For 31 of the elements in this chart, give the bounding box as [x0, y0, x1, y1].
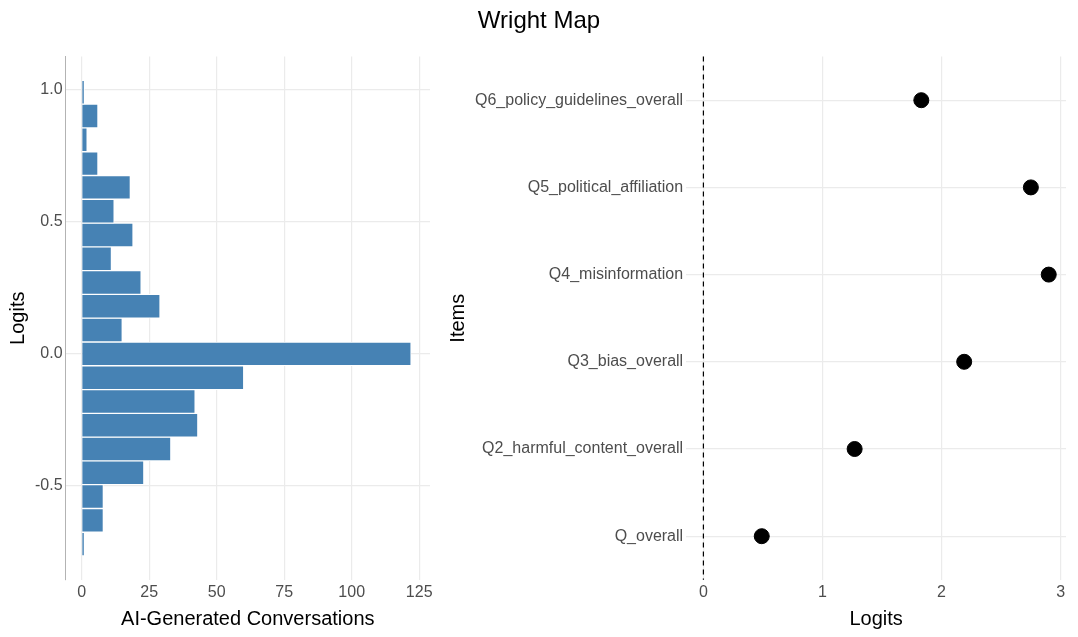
- x-tick-label: 50: [207, 582, 226, 600]
- point: [1022, 179, 1039, 196]
- y-axis-title: Logits: [5, 291, 28, 345]
- y-tick-label: 0.5: [40, 212, 63, 230]
- x-tick-label: 3: [1056, 582, 1066, 600]
- point: [1040, 266, 1057, 283]
- x-tick-label: 2: [937, 582, 947, 600]
- y-tick-label: 1.0: [40, 80, 63, 98]
- y-axis-title: Items: [445, 293, 468, 343]
- chart-title: Wright Map: [476, 6, 602, 34]
- x-axis-title: AI-Generated Conversations: [121, 606, 375, 629]
- x-tick-label: 75: [275, 582, 294, 600]
- y-tick-label: -0.5: [34, 476, 63, 494]
- x-tick-label: 125: [405, 582, 433, 600]
- y-tick-label: 0.0: [40, 344, 63, 362]
- y-tick-label: Q5_political_affiliation: [527, 177, 684, 196]
- y-tick-label: Q2_harmful_content_overall: [482, 439, 684, 458]
- point: [913, 92, 930, 109]
- point: [956, 353, 973, 370]
- x-tick-label: 100: [338, 582, 366, 600]
- y-tick-label: Q4_misinformation: [548, 265, 684, 284]
- y-tick-label: Q_overall: [614, 526, 684, 545]
- x-tick-label: 25: [140, 582, 159, 600]
- point: [846, 441, 863, 457]
- y-tick-label: Q6_policy_guidelines_overall: [474, 90, 684, 109]
- y-tick-label: Q3_bias_overall: [567, 352, 684, 371]
- x-tick-label: 0: [698, 582, 708, 600]
- point: [753, 528, 770, 545]
- x-tick-label: 0: [77, 582, 87, 600]
- x-tick-label: 1: [818, 582, 828, 600]
- x-axis-title: Logits: [849, 606, 903, 629]
